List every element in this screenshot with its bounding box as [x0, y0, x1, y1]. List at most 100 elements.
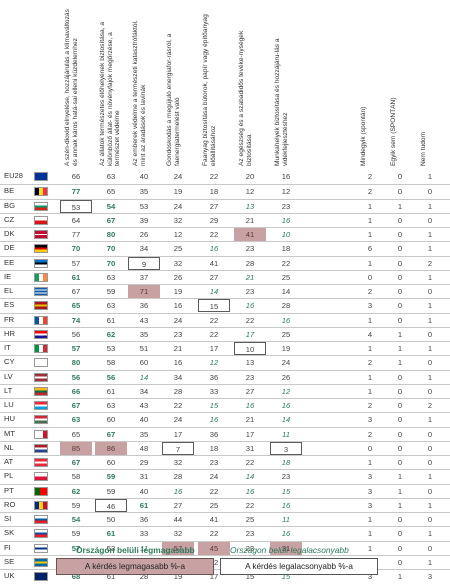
- table-cell: 32: [173, 458, 183, 467]
- table-cell: 3: [367, 572, 373, 581]
- table-cell: 39: [139, 215, 149, 225]
- table-cell: 63: [106, 401, 116, 410]
- table-cell: 1: [427, 529, 433, 539]
- table-row: BE 77 65 35 19 18 12 12 2 0 0: [0, 184, 450, 199]
- table-cell: 21: [245, 415, 255, 425]
- table-cell: 70: [106, 244, 116, 254]
- table-row: NL 85 86 48 7 18 31 3 0 0 0: [0, 440, 450, 456]
- flag-icon: [34, 230, 48, 239]
- table-cell: 16: [281, 500, 291, 510]
- flag-icon: [34, 272, 48, 282]
- country-code: LT: [4, 385, 13, 395]
- table-cell: 77: [71, 187, 81, 197]
- table-cell: 1: [397, 572, 403, 581]
- table-cell: 65: [71, 301, 81, 311]
- country-code: ES: [4, 300, 15, 310]
- table-cell: 37: [139, 272, 149, 282]
- table-cell: 50: [106, 515, 116, 524]
- flag-icon: [34, 372, 48, 382]
- table-cell: 67: [106, 429, 116, 439]
- table-cell: 1: [367, 315, 373, 325]
- flag-icon: [34, 215, 48, 225]
- table-cell: 57: [71, 543, 81, 553]
- table-cell: 27: [209, 272, 219, 282]
- flag-icon: [34, 187, 48, 197]
- table-row: FI 57 53 11 57 45 23 31 1 0 0: [0, 540, 450, 556]
- table-cell: 11: [140, 543, 148, 553]
- country-code: LV: [4, 371, 13, 381]
- table-cell: 60: [139, 358, 149, 368]
- flag-icon: [34, 472, 48, 482]
- table-cell: 0: [397, 401, 403, 410]
- table-cell: 58: [71, 472, 81, 482]
- column-header-10: Nem tudom: [420, 6, 430, 166]
- table-cell: 23: [173, 329, 183, 339]
- table-cell: 66: [71, 386, 81, 396]
- table-cell: 0: [397, 458, 403, 467]
- table-cell: 1: [427, 230, 433, 239]
- column-header-2: Az állatok természetes élőhelyének bizto…: [99, 6, 131, 166]
- table-cell: 0: [427, 215, 433, 225]
- country-code: DK: [4, 229, 15, 238]
- table-cell: 1: [427, 201, 433, 211]
- table-cell: 17: [209, 344, 219, 353]
- table-cell: 0: [397, 515, 403, 524]
- flag-icon: [34, 344, 48, 353]
- table-cell: 16: [281, 315, 291, 325]
- table-cell: 0: [397, 543, 403, 553]
- table-cell: 15: [281, 572, 291, 581]
- country-code: PL: [4, 471, 14, 481]
- country-code: PT: [4, 485, 14, 495]
- table-cell: 1: [367, 515, 373, 524]
- table-cell: 0: [427, 515, 433, 524]
- table-cell: 59: [71, 500, 81, 510]
- table-cell: 15: [209, 401, 219, 410]
- table-cell: 22: [209, 230, 219, 239]
- table-cell: 0: [427, 443, 433, 453]
- table-cell: 28: [173, 472, 183, 482]
- table-cell: 35: [139, 429, 149, 439]
- table-cell: 2: [367, 429, 373, 439]
- table-cell: 4: [367, 329, 373, 339]
- table-cell: 14: [209, 287, 219, 296]
- table-cell: 26: [139, 230, 149, 239]
- table-cell: 28: [139, 572, 149, 581]
- table-row: EU28 66 63 40 24 22 20 16 2 0 1: [0, 170, 450, 184]
- table-cell: 1: [427, 301, 433, 311]
- table-cell: 3: [270, 441, 302, 455]
- table-cell: 61: [106, 529, 116, 539]
- table-cell: 0: [397, 172, 403, 181]
- table-cell: 59: [71, 529, 81, 539]
- table-cell: 16: [245, 301, 255, 311]
- legend-highest-of-question: A kérdés legmagasabb %-a: [56, 558, 214, 575]
- table-cell: 0: [427, 486, 433, 496]
- legend-highest-in-country: Országon belüli legmagasabb: [76, 545, 195, 555]
- table-cell: 24: [173, 415, 183, 425]
- table-cell: 16: [281, 401, 291, 410]
- table-cell: 16: [281, 215, 291, 225]
- table-cell: 36: [139, 301, 149, 311]
- flag-icon: [34, 443, 48, 453]
- country-code: MT: [4, 428, 15, 438]
- table-cell: 0: [427, 358, 433, 368]
- table-cell: 20: [245, 172, 255, 181]
- table-cell: 27: [245, 386, 255, 396]
- table-cell: 19: [173, 572, 183, 581]
- table-cell: 1: [367, 230, 373, 239]
- table-cell: 2: [367, 187, 373, 197]
- table-cell: 2: [367, 172, 373, 181]
- table-cell: 1: [367, 215, 373, 225]
- country-code: SK: [4, 528, 15, 538]
- table-cell: 28: [245, 258, 255, 268]
- table-cell: 51: [139, 344, 149, 353]
- column-header-text: Az állatok természetes élőhelyének bizto…: [99, 21, 122, 166]
- flag-icon: [34, 572, 48, 581]
- table-cell: 32: [173, 215, 183, 225]
- flag-icon: [34, 458, 48, 467]
- table-cell: 22: [209, 329, 219, 339]
- table-cell: 34: [139, 244, 149, 254]
- table-row: BG 53 54 53 24 27 13 23 1 1 1: [0, 198, 450, 214]
- table-cell: 1: [367, 372, 373, 382]
- legend-lowest-of-question: A kérdés legalacsonyabb %-a: [220, 558, 378, 575]
- table-cell: 21: [173, 344, 183, 353]
